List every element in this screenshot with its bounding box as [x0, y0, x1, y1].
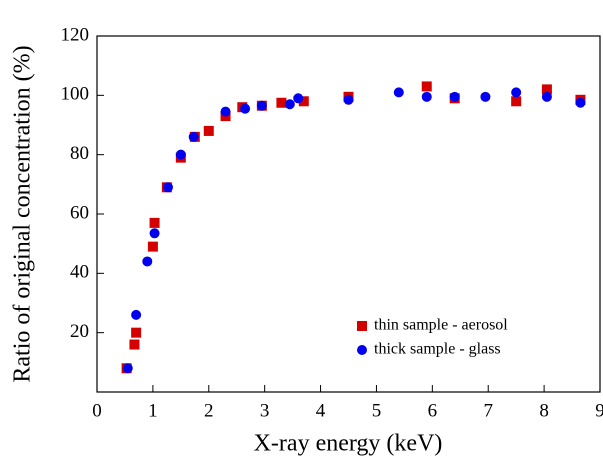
point — [284, 99, 295, 110]
x-tick-label: 5 — [372, 400, 382, 421]
x-axis-label: X-ray energy (keV) — [254, 431, 443, 457]
legend-label: thin sample - aerosol — [374, 317, 508, 334]
legend-marker — [357, 345, 367, 355]
point — [293, 93, 304, 104]
point — [276, 97, 287, 108]
point — [129, 339, 140, 350]
y-tick-label: 40 — [70, 262, 89, 283]
point — [393, 87, 404, 98]
point — [131, 309, 142, 320]
point — [541, 91, 552, 102]
x-tick-label: 4 — [316, 400, 326, 421]
point — [449, 91, 460, 102]
x-tick-label: 9 — [595, 400, 603, 421]
y-tick-label: 80 — [70, 143, 89, 164]
point — [480, 91, 491, 102]
point — [575, 97, 586, 108]
point — [149, 228, 160, 239]
point — [131, 327, 142, 338]
x-tick-label: 8 — [539, 400, 549, 421]
plot-frame — [96, 35, 601, 393]
y-tick-label: 100 — [61, 84, 90, 105]
x-tick-label: 7 — [483, 400, 493, 421]
legend-marker — [357, 321, 367, 331]
point — [421, 91, 432, 102]
x-tick-label: 3 — [260, 400, 270, 421]
point — [256, 100, 267, 111]
y-tick-label: 120 — [61, 24, 90, 45]
point — [541, 84, 552, 95]
point — [122, 363, 133, 374]
point — [240, 103, 251, 114]
point — [298, 96, 309, 107]
legend-label: thick sample - glass — [374, 341, 501, 358]
point — [149, 217, 160, 228]
point — [421, 81, 432, 92]
x-tick-label: 6 — [428, 400, 438, 421]
point — [162, 182, 173, 193]
point — [188, 131, 199, 142]
y-axis-label: Ratio of original concentration (%) — [10, 45, 36, 382]
point — [511, 96, 522, 107]
point — [142, 256, 153, 267]
x-tick-label: 0 — [92, 400, 102, 421]
point — [147, 241, 158, 252]
point — [220, 106, 231, 117]
point — [175, 149, 186, 160]
point — [511, 87, 522, 98]
x-tick-label: 1 — [148, 400, 158, 421]
y-tick-label: 60 — [70, 202, 89, 223]
y-tick-label: 20 — [70, 321, 89, 342]
point — [343, 94, 354, 105]
point — [203, 125, 214, 136]
x-tick-label: 2 — [204, 400, 214, 421]
